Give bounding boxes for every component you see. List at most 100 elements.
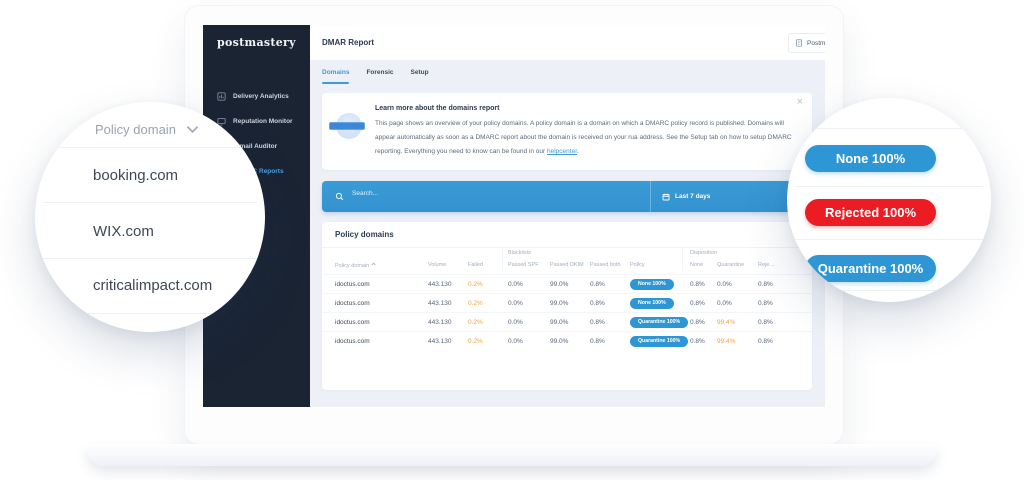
cell-none: 0.8% [690, 300, 705, 307]
policy-badge-rejected: Rejected 100% [805, 199, 936, 226]
table-row[interactable]: idoctus.com 443.130 0.2% 0.0% 99.0% 0.8%… [322, 293, 812, 313]
policy-domain-dropdown[interactable]: Policy domain [95, 122, 199, 137]
cell-failed: 0.2% [468, 319, 483, 326]
info-banner: Learn more about the domains report This… [322, 93, 812, 170]
list-divider [43, 202, 257, 203]
list-divider [795, 290, 983, 291]
table-title: Policy domains [335, 230, 394, 239]
cell-failed: 0.2% [468, 281, 483, 288]
policy-badge: None 100% [630, 279, 674, 290]
dropdown-option[interactable]: booking.com [93, 167, 179, 184]
cell-domain: idoctus.com [335, 319, 370, 326]
globe-icon [329, 113, 365, 139]
column-header-quarantine[interactable]: Quarantine [717, 262, 745, 268]
cell-domain: idoctus.com [335, 300, 370, 307]
table-row[interactable]: idoctus.com 443.130 0.2% 0.0% 99.0% 0.8%… [322, 312, 812, 332]
cell-passed-spf: 0.0% [508, 338, 523, 345]
banner-text: reporting. Everything you need to know c… [375, 148, 547, 155]
sidebar-item-label: DMARC Reports [233, 168, 284, 175]
policy-badge: Quarantine 100% [630, 336, 689, 347]
column-header-none[interactable]: None [690, 262, 704, 268]
column-header-passed-dkim[interactable]: Passed DKIM [550, 262, 584, 268]
org-label: Postmastery [807, 39, 825, 47]
tab-domains[interactable]: Domains [322, 69, 350, 84]
sidebar-item-label: E-mail Auditor [233, 143, 278, 150]
dropdown-option[interactable]: WIX.com [93, 223, 154, 240]
cell-rejected: 0.8% [758, 338, 773, 345]
column-header-failed[interactable]: Failed [468, 262, 483, 268]
cell-passed-spf: 0.0% [508, 300, 523, 307]
column-header-volume[interactable]: Volume [428, 262, 447, 268]
calendar-icon [662, 193, 670, 200]
cell-none: 0.8% [690, 319, 705, 326]
close-icon[interactable]: × [796, 96, 803, 108]
search-icon [335, 192, 344, 201]
column-header-passed-both[interactable]: Passed both [590, 262, 621, 268]
building-icon [796, 39, 802, 47]
cell-quarantine: 0.0% [717, 300, 732, 307]
banner-text-line: reporting. Everything you need to know c… [375, 148, 579, 155]
cell-none: 0.8% [690, 338, 705, 345]
search-input[interactable] [350, 189, 554, 198]
tab-forensic[interactable]: Forensic [366, 69, 394, 76]
cell-passed-both: 0.8% [590, 338, 605, 345]
app-screen: postmastery Delivery Analytics Reputatio… [203, 25, 825, 407]
list-divider [43, 258, 257, 259]
policy-badge: None 100% [630, 298, 674, 309]
group-header-blacklists: Blacklists [508, 250, 531, 256]
list-divider [795, 186, 983, 187]
cell-volume: 443.130 [428, 281, 452, 288]
list-divider [795, 128, 983, 129]
date-range-selector[interactable]: Last 7 days [662, 181, 710, 212]
cell-failed: 0.2% [468, 338, 483, 345]
sort-asc-icon [371, 262, 376, 266]
banner-title: Learn more about the domains report [375, 105, 500, 112]
policy-badge-quarantine: Quarantine 100% [805, 255, 936, 282]
main-content: Domains Forensic Setup Learn more about … [310, 60, 825, 407]
policy-domain-callout: Policy domain booking.com WIX.com critic… [35, 102, 265, 332]
column-header-rejected[interactable]: Rejected [758, 262, 775, 268]
banner-text-line: appear automatically as soon as a DMARC … [375, 134, 792, 141]
cell-passed-both: 0.8% [590, 319, 605, 326]
org-switcher[interactable]: Postmastery [788, 33, 825, 53]
banner-text: . [577, 148, 579, 155]
dropdown-label: Policy domain [95, 122, 176, 137]
column-header-policy-domain[interactable]: Policy domain [335, 262, 376, 269]
cell-quarantine: 0.0% [717, 281, 732, 288]
table-header-divider [322, 247, 812, 248]
group-header-disposition: Disposition [690, 250, 717, 256]
laptop-base [86, 444, 938, 466]
sidebar-item-label: Reputation Monitor [233, 118, 293, 125]
cell-rejected: 0.8% [758, 319, 773, 326]
cell-domain: idoctus.com [335, 338, 370, 345]
policy-badges-callout: None 100% Rejected 100% Quarantine 100% [787, 98, 991, 302]
list-divider [795, 239, 983, 240]
brand-logo: postmastery [217, 36, 296, 49]
cell-passed-dkim: 99.0% [550, 300, 569, 307]
dropdown-option[interactable]: criticalimpact.com [93, 277, 213, 294]
cell-rejected: 0.8% [758, 300, 773, 307]
cell-volume: 443.130 [428, 319, 452, 326]
cell-passed-spf: 0.0% [508, 319, 523, 326]
policy-badge-none: None 100% [805, 145, 936, 172]
table-row[interactable]: idoctus.com 443.130 0.2% 0.0% 99.0% 0.8%… [322, 274, 812, 294]
sidebar-item-delivery-analytics[interactable]: Delivery Analytics [203, 88, 310, 112]
cell-volume: 443.130 [428, 300, 452, 307]
column-header-policy[interactable]: Policy [630, 262, 645, 268]
cell-passed-dkim: 99.0% [550, 319, 569, 326]
table-row[interactable]: idoctus.com 443.130 0.2% 0.0% 99.0% 0.8%… [322, 331, 812, 351]
search-bar: Last 7 days [322, 181, 812, 212]
cell-failed: 0.2% [468, 300, 483, 307]
policy-domains-card: Policy domains Blacklists Disposition Po… [322, 222, 812, 390]
topbar: DMAR Report Postmastery [310, 25, 825, 61]
banner-text-line: This page shows an overview of your poli… [375, 120, 784, 127]
tab-bar: Domains Forensic Setup [322, 69, 429, 84]
helpcenter-link[interactable]: helpcenter [547, 148, 577, 155]
column-header-passed-spf[interactable]: Passed SPF [508, 262, 539, 268]
sidebar-item-reputation-monitor[interactable]: Reputation Monitor [203, 113, 310, 137]
bar-chart-icon [217, 92, 226, 101]
cell-none: 0.8% [690, 281, 705, 288]
tab-setup[interactable]: Setup [410, 69, 429, 76]
cell-passed-both: 0.8% [590, 281, 605, 288]
